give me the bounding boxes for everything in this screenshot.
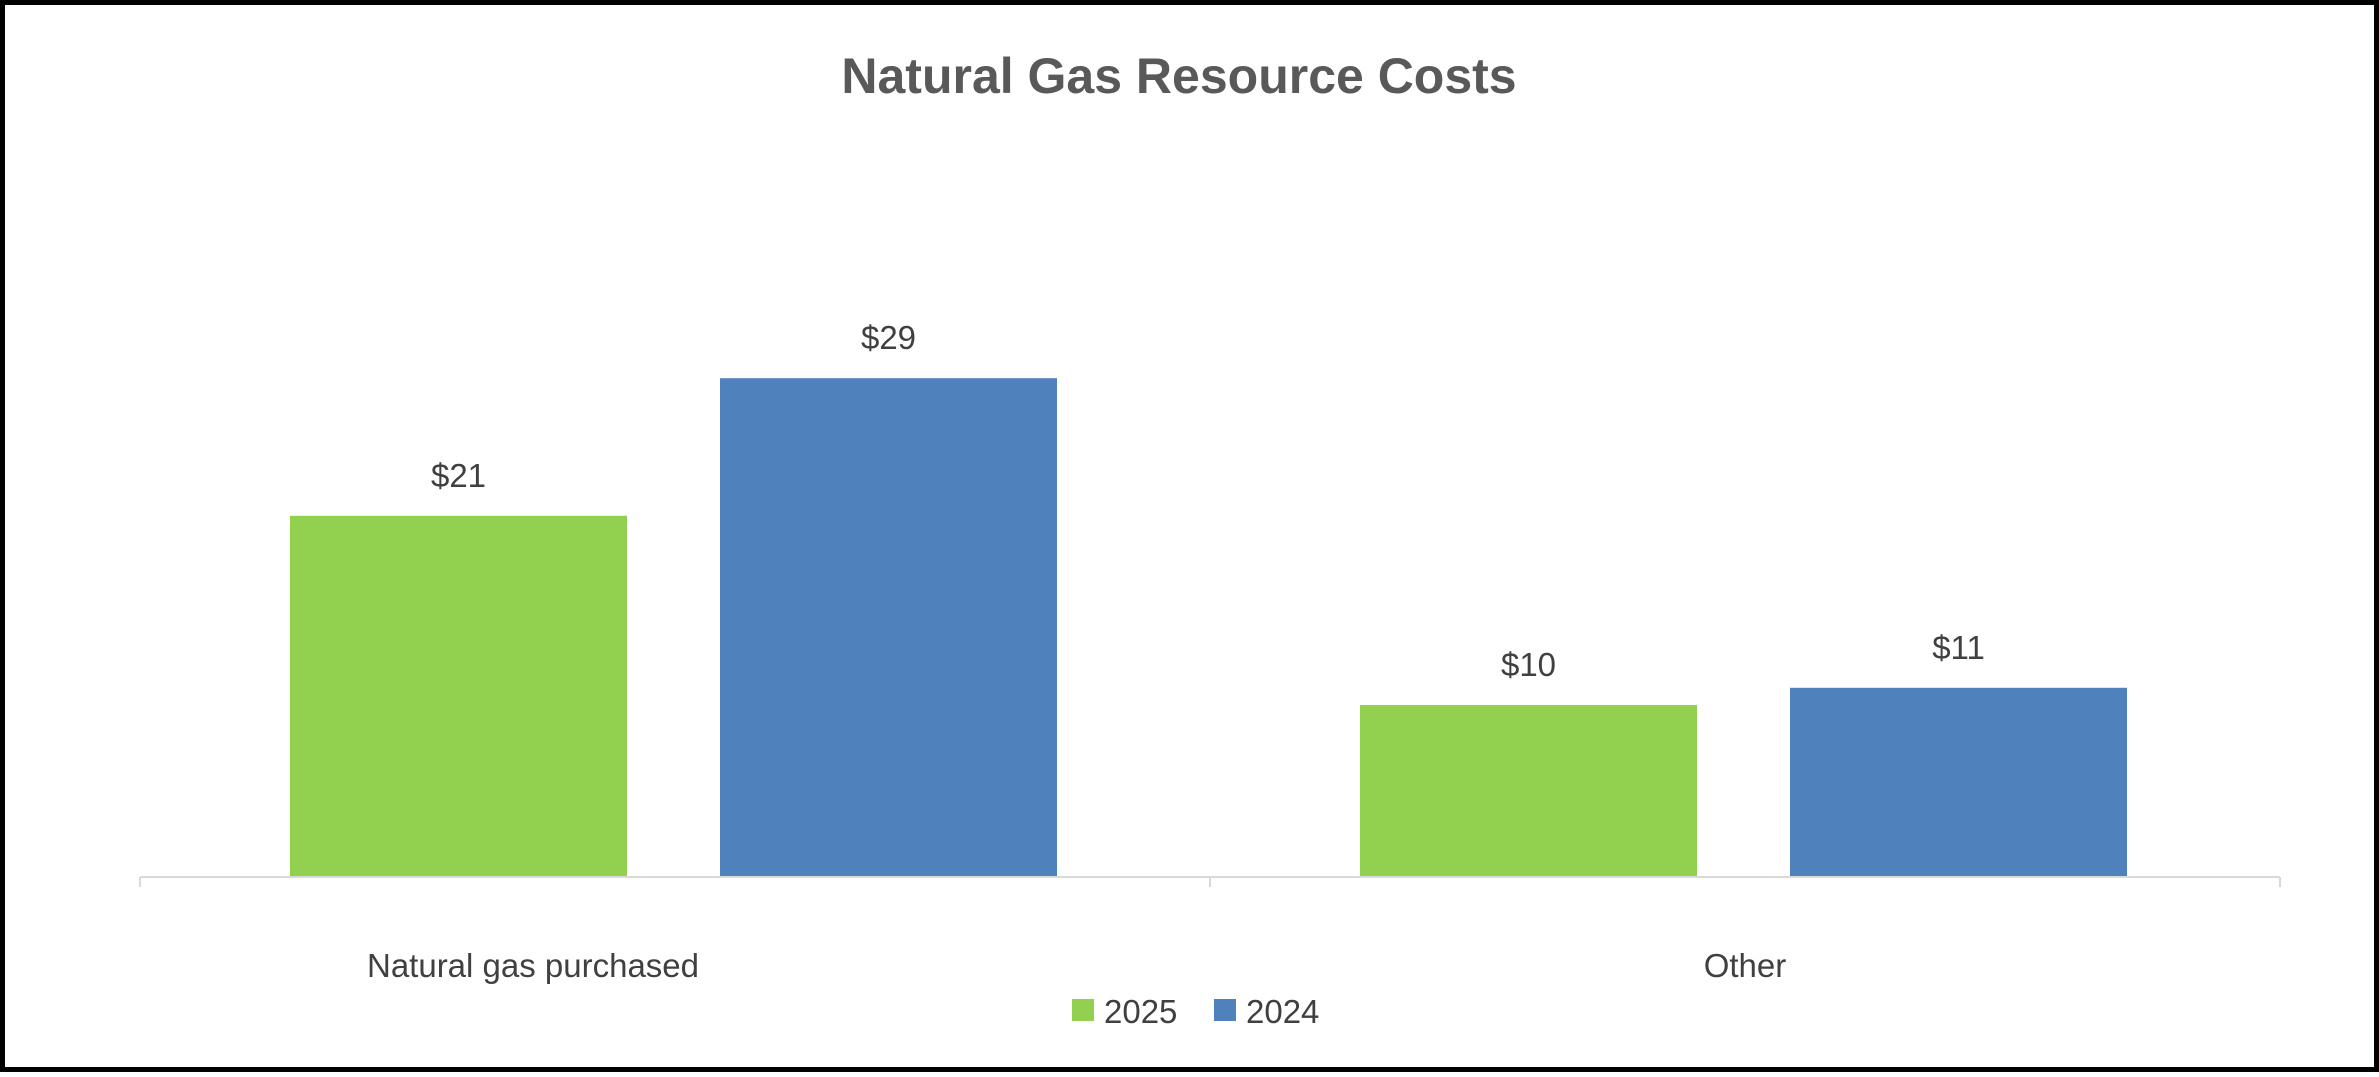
data-label-2024-2: $11 <box>1932 629 1985 666</box>
legend: 2025 2024 <box>1072 993 1319 1030</box>
data-label-2024-1: $29 <box>861 319 916 356</box>
data-labels-group: $21 $29 $10 $11 <box>431 319 1985 683</box>
legend-label-2025: 2025 <box>1104 993 1177 1030</box>
bars-group <box>290 378 2127 877</box>
bar-2024-1 <box>720 378 1057 877</box>
bar-2024-2 <box>1790 687 2127 877</box>
data-label-2025-1: $21 <box>431 457 486 494</box>
bar-2025-2 <box>1360 705 1697 877</box>
legend-swatch-2025 <box>1072 999 1094 1021</box>
legend-label-2024: 2024 <box>1246 993 1319 1030</box>
bar-chart: Natural Gas Resource Costs $21$29$10 $11 … <box>139 48 2281 1030</box>
category-label-1: Natural gas purchased <box>367 947 699 984</box>
chart-title: Natural Gas Resource Costs <box>841 48 1516 104</box>
data-label-2025-2: $10 <box>1501 646 1556 683</box>
bar-2025-1 <box>290 515 627 877</box>
category-label-2: Other <box>1704 947 1787 984</box>
x-axis: Natural gas purchased Other <box>139 876 2281 984</box>
legend-swatch-2024 <box>1214 999 1236 1021</box>
